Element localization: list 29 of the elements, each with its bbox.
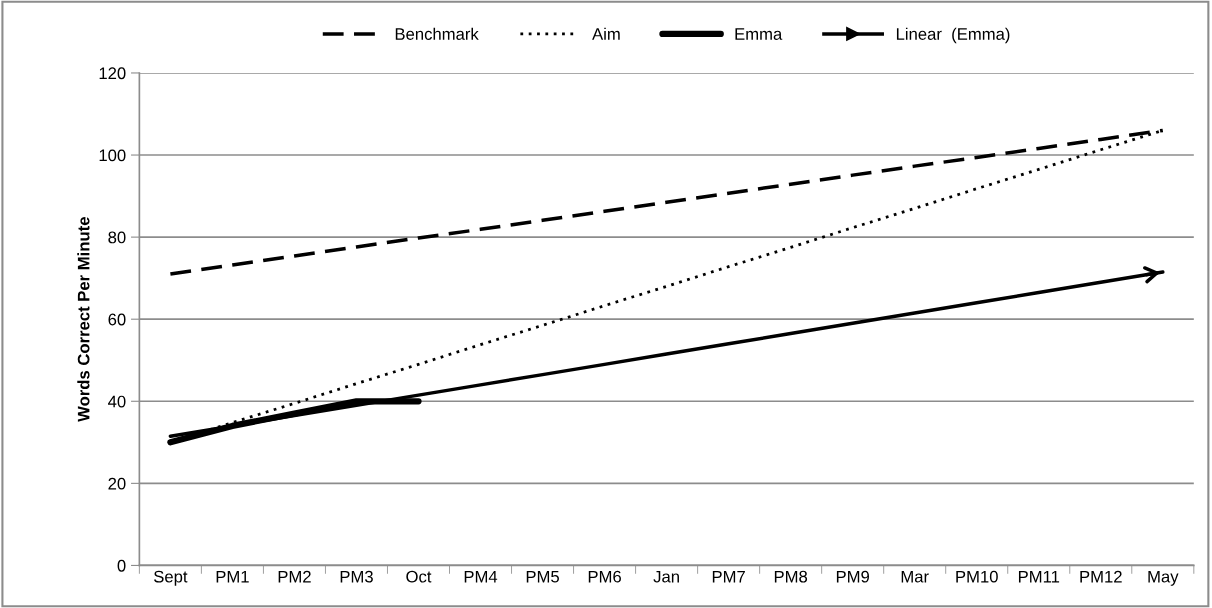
y-tick-label: 20 — [108, 477, 126, 490]
x-tick-label: Mar — [901, 570, 929, 583]
x-tick-label: PM8 — [774, 570, 808, 583]
x-tick-label: Sept — [154, 570, 188, 586]
x-tick-label: PM5 — [526, 570, 559, 583]
legend-label: Emma — [735, 28, 783, 40]
x-tick-label: PM3 — [340, 570, 373, 583]
legend-label: Linear (Emma) — [896, 27, 1010, 44]
x-tick-label: PM2 — [278, 570, 311, 583]
x-tick-label: PM6 — [588, 570, 621, 583]
legend-label: Benchmark — [395, 27, 479, 40]
x-tick-label: Oct — [406, 570, 432, 583]
y-tick-label: 80 — [108, 231, 126, 244]
y-tick-label: 40 — [108, 395, 126, 408]
x-tick-label: PM4 — [464, 570, 498, 583]
x-tick-label: PM1 — [216, 570, 249, 583]
x-tick-label: PM9 — [836, 570, 870, 583]
y-tick-label: 60 — [108, 313, 126, 326]
legend-label: Aim — [592, 27, 620, 40]
x-tick-label: PM12 — [1080, 570, 1122, 583]
x-tick-label: PM11 — [1018, 570, 1060, 583]
y-tick-label: 100 — [99, 149, 126, 162]
x-tick-label: PM7 — [712, 570, 745, 583]
x-tick-label: Jan — [653, 570, 679, 583]
y-tick-label: 0 — [117, 559, 126, 572]
y-tick-label: 120 — [99, 67, 126, 80]
x-tick-label: May — [1148, 570, 1179, 586]
y-axis-title: Words Correct Per Minute — [77, 217, 90, 422]
x-tick-label: PM10 — [956, 570, 998, 583]
